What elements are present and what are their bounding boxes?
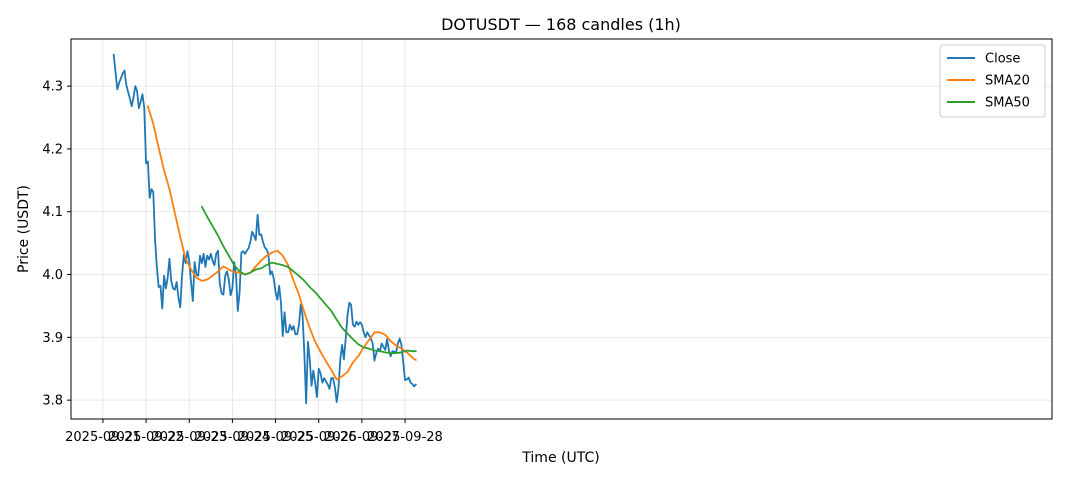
y-tick-label: 3.8 — [42, 394, 63, 409]
series-line-sma50 — [200, 205, 417, 354]
series-line-sma20 — [146, 105, 417, 381]
x-tick-label: 2025-09-24 — [195, 430, 271, 445]
x-axis-title: Time (UTC) — [521, 450, 599, 466]
gridlines — [71, 39, 1052, 419]
legend: Close SMA20 SMA50 — [939, 44, 1046, 118]
y-tick-label: 4.0 — [42, 268, 63, 283]
series-lines — [112, 53, 417, 405]
legend-label-sma50: SMA50 — [985, 96, 1030, 111]
plot-area-frame — [70, 38, 1053, 420]
legend-label-sma20: SMA20 — [985, 74, 1030, 89]
x-tick-label: 2025-09-21 — [65, 430, 141, 445]
y-tick-label: 4.2 — [42, 142, 63, 157]
x-tick-label: 2025-09-26 — [281, 430, 357, 445]
legend-box — [939, 44, 1046, 118]
y-tick-label: 4.1 — [42, 205, 63, 220]
x-tick-label: 2025-09-27 — [324, 430, 400, 445]
y-tick-label: 3.9 — [42, 331, 63, 346]
y-tick-label: 4.3 — [42, 80, 63, 95]
x-tick-label: 2025-09-28 — [367, 430, 443, 445]
chart-title: DOTUSDT — 168 candles (1h) — [441, 15, 681, 34]
series-line-close — [112, 53, 417, 405]
legend-label-close: Close — [985, 52, 1020, 67]
x-axis: 2025-09-212025-09-222025-09-232025-09-24… — [65, 419, 443, 445]
y-axis: 3.8 3.9 4.0 4.1 4.2 4.3 — [42, 80, 71, 409]
y-axis-title: Price (USDT) — [16, 185, 32, 273]
x-tick-label: 2025-09-23 — [151, 430, 227, 445]
x-tick-label: 2025-09-25 — [238, 430, 314, 445]
x-tick-label: 2025-09-22 — [108, 430, 184, 445]
